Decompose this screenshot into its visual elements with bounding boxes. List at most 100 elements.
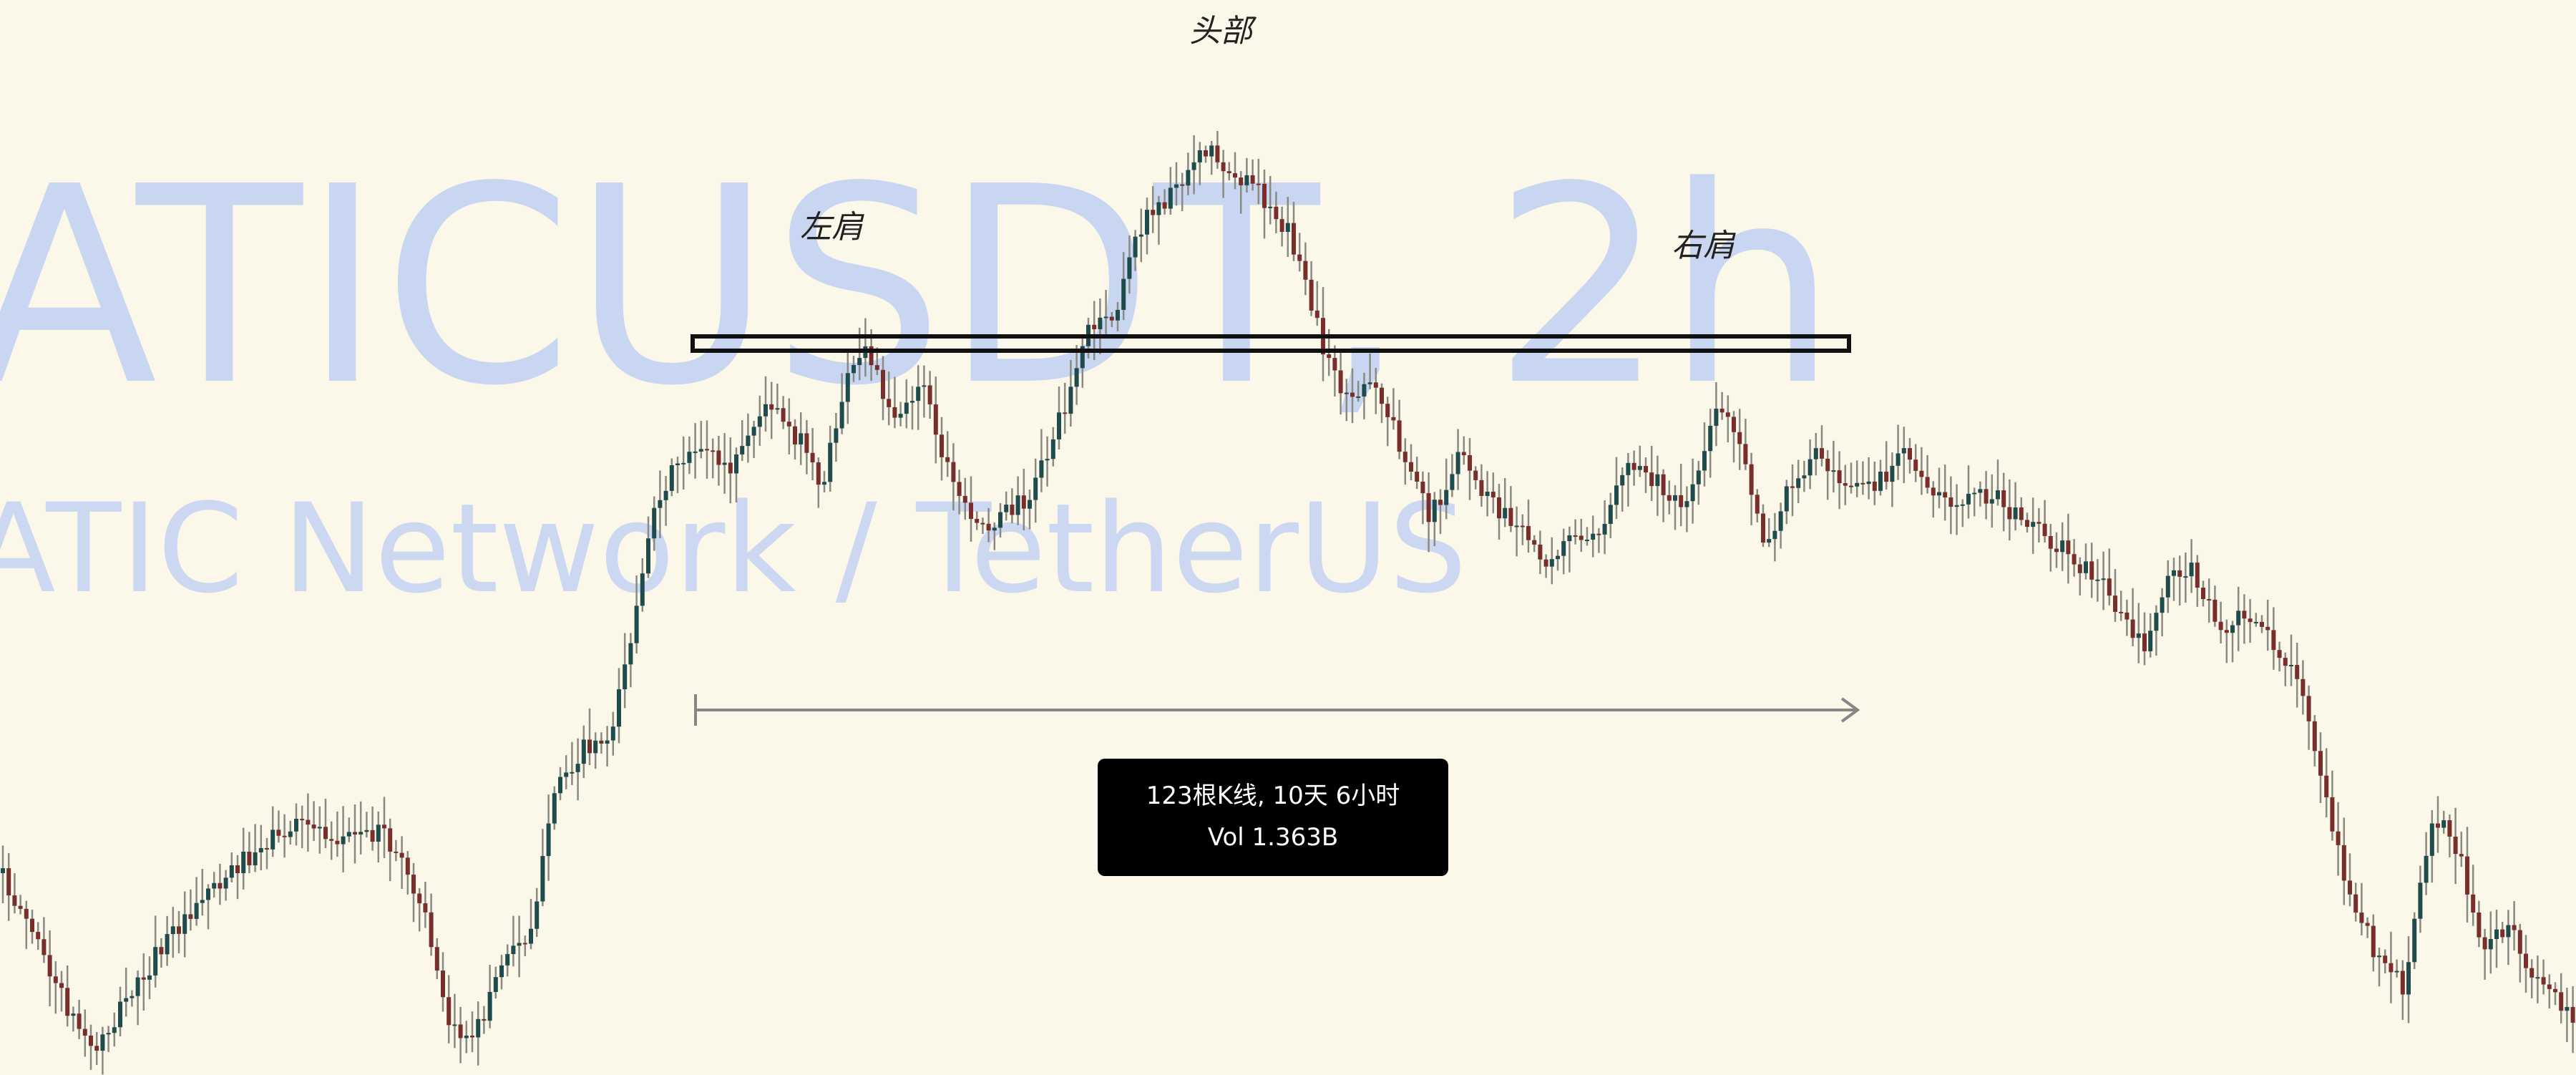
candle-body [329, 839, 334, 841]
range-arrow-head [1840, 697, 1860, 723]
candle-body [1761, 513, 1765, 543]
candle-body [540, 856, 545, 902]
candle-body [2295, 665, 2300, 679]
candle-body [2189, 563, 2194, 577]
candle-body [1696, 470, 1701, 485]
candle-body [2429, 823, 2434, 856]
candle-body [1332, 358, 1337, 371]
candle-body [1825, 458, 1830, 472]
candle-body [311, 825, 316, 829]
candle-body [82, 1028, 87, 1036]
candle-body [2160, 597, 2165, 613]
candle-body [1063, 412, 1068, 414]
candle-body [2436, 823, 2440, 828]
candle-body [1426, 493, 1431, 522]
candle-body [634, 605, 639, 643]
candle-body [1908, 448, 1912, 460]
candle-body [951, 462, 956, 482]
candle-body [1602, 523, 1607, 535]
candle-body [235, 865, 240, 874]
candle-body [170, 926, 175, 935]
candle-body [2242, 611, 2247, 619]
candle-body [1919, 470, 1924, 477]
candle-body [188, 914, 193, 919]
candle-body [2324, 775, 2329, 798]
candle-body [335, 840, 340, 845]
candle-body [1367, 382, 1372, 384]
candle-body [1556, 555, 1560, 560]
candle-body [2025, 520, 2029, 527]
candle-body [247, 851, 252, 866]
candle-body [2142, 633, 2147, 651]
candle-body [658, 500, 663, 508]
candle-body [2236, 611, 2241, 626]
candle-body [887, 399, 892, 407]
candle-body [1596, 533, 1601, 535]
candle-body [2482, 937, 2487, 950]
candle-body [1092, 324, 1097, 330]
candle-body [1010, 505, 1015, 515]
candle-body [1479, 480, 1484, 496]
candle-body [1039, 460, 1044, 478]
candle-body [1585, 540, 1589, 542]
candle-body [1514, 525, 1519, 527]
candle-body [1573, 535, 1578, 537]
candle-body [998, 512, 1002, 528]
candle-body [2441, 820, 2446, 828]
candle-body [1784, 486, 1789, 512]
candle-body [2383, 955, 2388, 963]
candle-body [2072, 554, 2077, 565]
range-ruler[interactable] [694, 694, 1860, 726]
candle-body [1491, 491, 1496, 497]
candle-body [1314, 310, 1319, 318]
candle-body [799, 433, 804, 444]
candle-body [1133, 236, 1138, 258]
candle-body [564, 772, 569, 777]
candle-body [623, 664, 628, 690]
candle-body [511, 945, 516, 955]
candle-body [2042, 523, 2047, 536]
candle-body [2547, 984, 2552, 989]
candle-body [2224, 630, 2229, 633]
candle-body [822, 482, 826, 485]
candle-body [2394, 971, 2399, 973]
candle-body [376, 825, 381, 842]
candle-body [1004, 505, 1009, 512]
candle-body [1778, 511, 1783, 531]
candle-body [663, 490, 668, 500]
candle-body [2260, 621, 2264, 627]
candle-body [2136, 633, 2141, 638]
candle-body [1948, 497, 1953, 507]
candle-body [353, 832, 357, 835]
candle-body [1684, 501, 1689, 507]
candle-body [147, 975, 152, 980]
candle-body [1649, 472, 1654, 487]
candle-body [2336, 831, 2341, 845]
candle-body [2124, 612, 2129, 620]
candle-body [881, 369, 885, 399]
candle-body [1109, 316, 1114, 321]
candle-body [1849, 485, 1853, 487]
candle-body [1690, 484, 1695, 502]
candle-body [1045, 459, 1050, 461]
candle-body [1244, 175, 1249, 185]
candle-body [646, 538, 650, 574]
candle-body [1444, 490, 1449, 505]
candle-body [118, 1001, 122, 1028]
candle-body [693, 451, 698, 453]
candle-body [1303, 261, 1308, 280]
candle-body [434, 947, 439, 971]
candle-body [1168, 188, 1173, 209]
candle-body [1913, 459, 1918, 471]
candle-body [124, 998, 129, 1002]
candle-body [1954, 505, 1959, 507]
candle-body [793, 426, 797, 444]
candle-body [546, 823, 551, 857]
range-volume-text: Vol 1.363B [1207, 823, 1339, 852]
candle-body [2048, 535, 2053, 549]
candle-body [141, 977, 146, 980]
neckline-box[interactable] [691, 334, 1851, 353]
candle-body [323, 827, 328, 840]
candle-body [470, 1035, 474, 1038]
candle-body [1461, 452, 1466, 456]
